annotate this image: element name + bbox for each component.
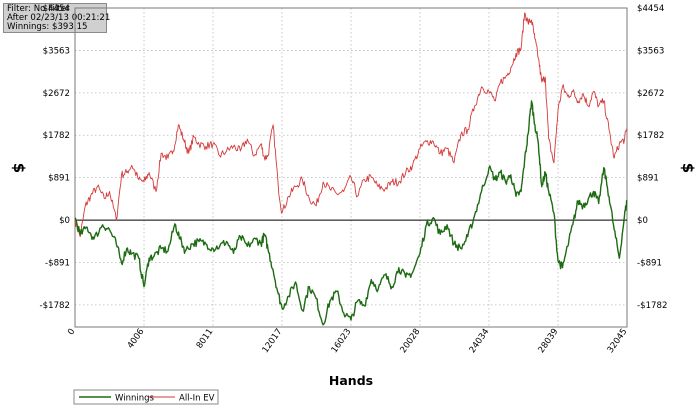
y-axis-label-right: $ [679,163,697,173]
x-tick-label: 8011 [195,327,216,351]
y-tick-label-left: $2672 [43,89,70,99]
y-tick-label-left: -$891 [45,258,70,268]
y-tick-label-left: $891 [48,174,70,184]
x-tick-label: 0 [66,327,77,337]
y-tick-label-right: -$1782 [637,301,667,311]
legend-box [73,389,219,405]
x-tick-label: 32045 [606,327,630,355]
y-tick-label-right: -$891 [637,258,662,268]
x-tick-label: 28039 [537,327,561,355]
winnings-total-label: Winnings: $393.15 [7,22,88,33]
winnings-line [74,100,628,326]
y-tick-label-right: $891 [637,174,659,184]
grid [74,7,628,327]
y-tick-label-left: $0 [59,216,70,226]
x-tick-label: 16023 [330,327,354,355]
y-axis-label-left: $ [10,163,28,173]
y-tick-label-right: $1782 [637,131,664,141]
x-axis-ticks: 0 4006 8011 12017 16023 20028 24034 28039 32045 [66,327,629,355]
series-lines [74,12,628,326]
x-axis-label: Hands [329,373,373,388]
y-tick-label-right: $3563 [637,46,664,56]
x-tick-label: 20028 [399,327,423,355]
y-tick-label-left: -$1782 [40,301,70,311]
x-tick-label: 24034 [468,327,492,355]
y-tick-label-right: $0 [637,216,648,226]
plot-frame [74,7,628,328]
x-tick-label: 4006 [126,327,147,351]
legend-all-in-ev-label: All-In EV [179,394,215,404]
y-axis-left-ticks: -$1782 -$891 $0 $891 $1782 $2672 $3563 $4454 [40,4,70,311]
filter-label: Filter: No Filter [7,4,70,14]
after-date-label: After 02/23/13 00:21:21 [7,13,111,24]
y-tick-label-right: $4454 [637,4,664,14]
legend: Winnings All-In EV [73,389,219,405]
all-in-ev-line [74,12,628,238]
y-tick-label-right: $2672 [637,89,664,99]
legend-winnings-label: Winnings [115,394,154,404]
y-tick-label-left: $3563 [43,46,70,56]
y-tick-label-left: $1782 [43,131,70,141]
y-tick-label-left: $4454 [43,4,70,14]
x-tick-label: 12017 [261,327,285,355]
y-axis-right-ticks: -$1782 -$891 $0 $891 $1782 $2672 $3563 $4454 [637,4,667,311]
